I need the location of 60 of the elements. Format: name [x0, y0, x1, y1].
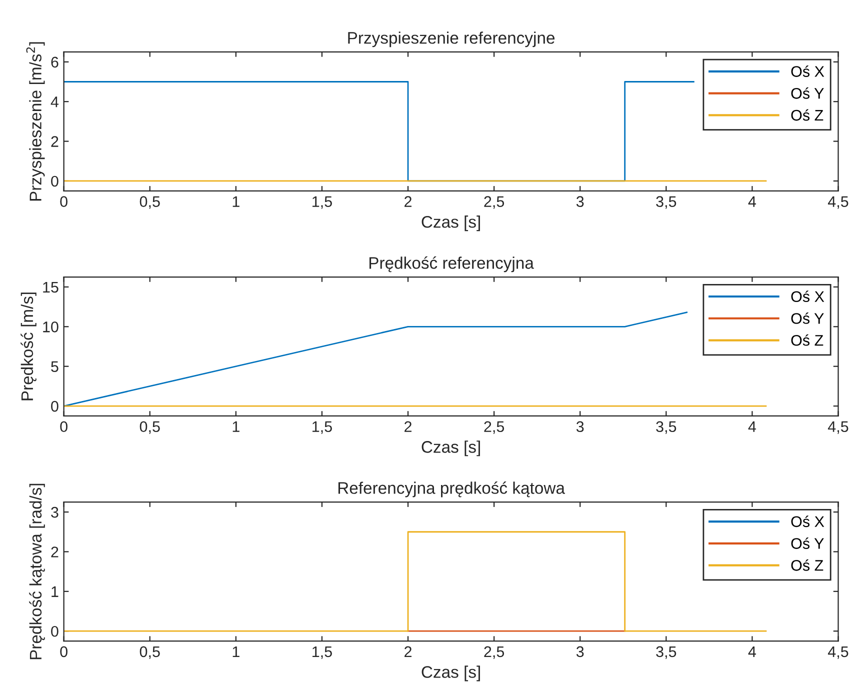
y-tick-label: 10: [43, 322, 58, 332]
y-tick-label: 3: [51, 506, 58, 518]
x-tick-label: 3: [576, 646, 584, 658]
x-tick-label: 4: [748, 646, 756, 657]
y-tick-label: 0: [51, 400, 58, 412]
legend-label: Oś Y: [791, 538, 824, 549]
legend-label: Oś Z: [791, 559, 824, 571]
chart-title: Referencyjna prędkość kątowa: [338, 481, 565, 498]
chart-title: Prędkość referencyjna: [369, 256, 534, 272]
x-axis-title: Czas [s]: [422, 216, 480, 232]
x-tick-label: 2: [404, 421, 412, 432]
y-tick-label: 1: [52, 586, 58, 597]
legend-label: Oś X: [791, 290, 824, 302]
x-tick-label: 0: [60, 646, 68, 658]
y-tick-label: 2: [51, 546, 58, 558]
legend-label: Oś Y: [791, 312, 824, 324]
x-tick-label: 2,5: [484, 646, 504, 659]
x-tick-label: 2: [404, 196, 412, 207]
x-tick-label: 4: [748, 196, 756, 207]
x-tick-label: 1: [232, 646, 240, 657]
y-axis-title: Przyspieszenie [m/s$^{2}$]: [26, 42, 45, 201]
y-tick-label: 0: [51, 176, 58, 187]
x-tick-label: 1,5: [312, 421, 332, 434]
x-tick-label: 2,5: [484, 421, 504, 434]
legend-label: Oś Y: [791, 87, 824, 99]
y-tick-label: 2: [51, 136, 58, 147]
x-tick-label: 0,5: [140, 421, 160, 434]
x-tick-label: 1,5: [312, 196, 332, 209]
x-tick-label: 1: [232, 196, 240, 207]
legend-label: Oś X: [791, 66, 824, 77]
y-tick-label: 4: [50, 96, 59, 108]
x-tick-label: 2,5: [484, 196, 504, 209]
x-tick-label: 1,5: [312, 646, 332, 659]
y-axis-title: Prędkość [m/s]: [20, 292, 36, 400]
x-axis-title: Czas [s]: [422, 666, 480, 682]
x-tick-label: 4,5: [828, 646, 848, 659]
x-tick-label: 4: [748, 421, 756, 432]
x-tick-label: 3,5: [656, 646, 676, 659]
x-tick-label: 1: [232, 421, 240, 432]
x-tick-label: 3: [576, 196, 584, 207]
legend-label: Oś Z: [791, 334, 824, 346]
x-tick-label: 0,5: [140, 646, 160, 659]
y-tick-label: 0: [51, 626, 58, 637]
x-tick-label: 4,5: [828, 421, 848, 434]
x-axis-title: Czas [s]: [422, 440, 480, 456]
y-axis-title: Prędkość kątowa [rad/s]: [29, 484, 45, 660]
x-tick-label: 0,5: [140, 196, 160, 209]
x-tick-label: 3: [576, 421, 584, 432]
y-tick-label: 6: [51, 56, 58, 68]
y-tick-label: 15: [43, 282, 58, 293]
y-tick-label: 5: [51, 361, 58, 372]
legend-label: Oś Z: [791, 109, 824, 121]
x-tick-label: 2: [404, 646, 412, 657]
x-tick-label: 3,5: [656, 196, 676, 209]
chart-title: Przyspieszenie referencyjne: [348, 32, 555, 48]
x-tick-label: 3,5: [656, 421, 676, 434]
x-tick-label: 4,5: [828, 196, 848, 209]
x-tick-label: 0: [60, 196, 68, 207]
legend-label: Oś X: [791, 516, 824, 528]
x-tick-label: 0: [60, 421, 68, 432]
